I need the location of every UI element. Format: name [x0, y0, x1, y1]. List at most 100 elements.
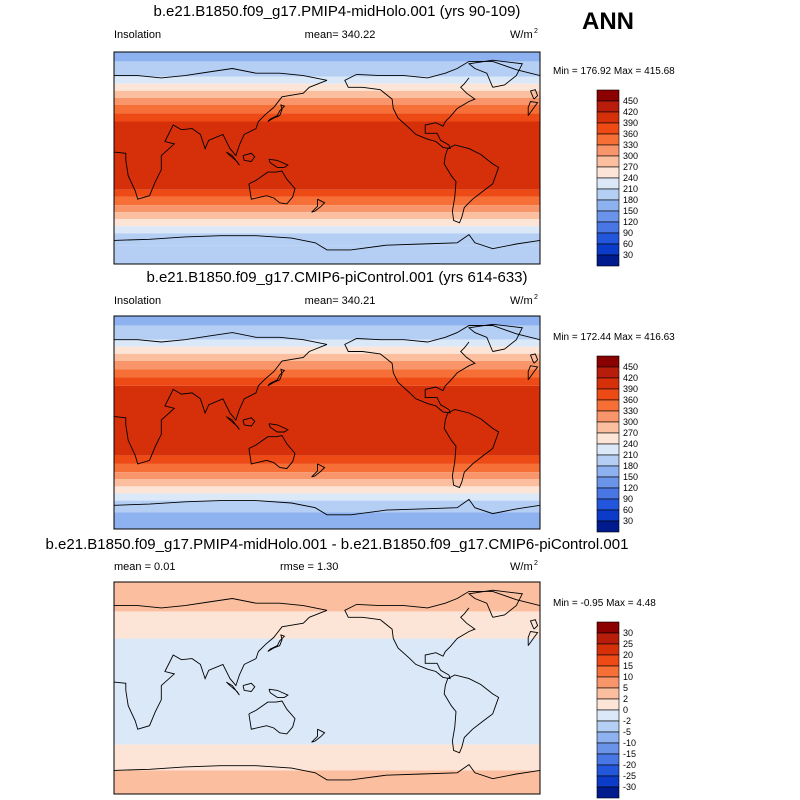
colorbar-tick-label: 120: [623, 483, 638, 493]
colorbar-tick-label: 180: [623, 461, 638, 471]
colorbar-tick-label: 10: [623, 672, 633, 682]
units-exponent: 2: [534, 294, 538, 301]
zonal-band: [114, 493, 540, 501]
colorbar-box: [596, 377, 620, 390]
colorbar-tick-label: 180: [623, 195, 638, 205]
colorbar-tick-label: 450: [623, 362, 638, 372]
colorbar-tick-label: 330: [623, 140, 638, 150]
zonal-band: [114, 113, 540, 122]
zonal-band: [114, 97, 540, 105]
colorbar-box: [596, 443, 620, 456]
coastline: [267, 368, 286, 387]
colorbar-tick-label: 210: [623, 184, 638, 194]
coastline: [443, 409, 500, 489]
colorbar-box: [596, 520, 620, 533]
map-field: [114, 582, 540, 794]
zonal-band: [114, 377, 540, 386]
coastline: [226, 151, 240, 166]
coastline: [311, 198, 326, 213]
coastline: [467, 323, 523, 352]
colorbar-box: [596, 676, 620, 689]
colorbar-box: [596, 388, 620, 401]
zonal-band: [114, 83, 540, 91]
colorbar-tick-label: 90: [623, 228, 633, 238]
colorbar-box: [596, 166, 620, 179]
coastline: [529, 89, 539, 100]
colorbar-box: [596, 709, 620, 722]
coastline: [467, 589, 523, 618]
coastline: [242, 152, 256, 162]
zonal-band: [114, 638, 540, 745]
map-frame: [113, 51, 541, 265]
coastline: [268, 158, 289, 168]
zonal-band: [114, 219, 540, 227]
season-label: ANN: [582, 8, 634, 35]
coastline: [114, 763, 540, 781]
mean-label: mean= 340.22: [305, 29, 376, 41]
colorbar-box: [596, 100, 620, 113]
colorbar-box: [596, 643, 620, 656]
zonal-band: [114, 325, 540, 340]
colorbar-box: [596, 621, 620, 634]
colorbar-tick-label: -20: [623, 760, 636, 770]
zonal-band: [114, 486, 540, 494]
map-field: [114, 316, 540, 529]
colorbar-box: [596, 509, 620, 522]
colorbar-box: [596, 764, 620, 777]
zonal-band: [114, 582, 540, 612]
units-label: W/m: [510, 561, 533, 573]
colorbar-tick-label: 270: [623, 162, 638, 172]
zonal-band: [114, 353, 540, 361]
coastline: [344, 590, 540, 680]
colorbar-tick-label: 450: [623, 96, 638, 106]
zonal-band: [114, 52, 540, 62]
colorbar-tick-label: 120: [623, 217, 638, 227]
coastline: [527, 631, 539, 646]
zonal-band: [114, 744, 540, 771]
zonal-band: [114, 90, 540, 98]
mean-label: mean= 340.21: [305, 295, 376, 307]
variable-label: Insolation: [114, 29, 161, 41]
colorbar-box: [596, 155, 620, 168]
colorbar-tick-label: -10: [623, 738, 636, 748]
colorbar-tick-label: 240: [623, 439, 638, 449]
colorbar-box: [596, 775, 620, 788]
colorbar-box: [596, 366, 620, 379]
colorbar-box: [596, 687, 620, 700]
zonal-band: [114, 245, 540, 264]
colorbar-tick-label: 30: [623, 250, 633, 260]
colorbar-box: [596, 188, 620, 201]
colorbar-tick-label: -25: [623, 771, 636, 781]
coastline: [267, 104, 286, 122]
coastline: [114, 598, 328, 611]
map-frame: [113, 581, 541, 795]
colorbar-box: [596, 355, 620, 368]
colorbar-box: [596, 476, 620, 489]
colorbar-tick-label: 150: [623, 206, 638, 216]
coastline: [344, 325, 540, 414]
colorbar-box: [596, 698, 620, 711]
colorbar: 4504203903603303002702402101801501209060…: [596, 89, 638, 267]
coastline: [527, 101, 539, 116]
coastline: [114, 79, 328, 200]
colorbar-tick-label: 420: [623, 373, 638, 383]
zonal-band: [114, 189, 540, 197]
zonal-band: [114, 212, 540, 220]
colorbar-tick-label: 270: [623, 428, 638, 438]
colorbar-box: [596, 133, 620, 146]
coastline: [267, 634, 286, 652]
zonal-band: [114, 385, 540, 456]
colorbar-box: [596, 254, 620, 267]
zonal-band: [114, 205, 540, 213]
coastline: [114, 609, 328, 730]
coastline: [226, 681, 240, 696]
colorbar-tick-label: 60: [623, 239, 633, 249]
zonal-band: [114, 233, 540, 246]
zonal-band: [114, 472, 540, 480]
colorbar-tick-label: 240: [623, 173, 638, 183]
coastline: [443, 144, 500, 224]
colorbar-tick-label: 30: [623, 516, 633, 526]
coastline: [311, 728, 326, 743]
colorbar-box: [596, 221, 620, 234]
coastline: [268, 423, 289, 433]
